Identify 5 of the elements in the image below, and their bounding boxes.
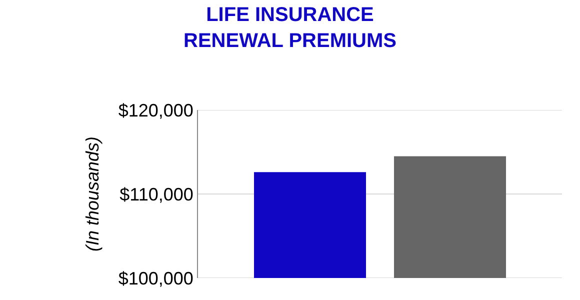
y-tick-label: $120,000 — [118, 100, 194, 120]
y-tick-label: $100,000 — [118, 268, 194, 288]
chart-title: LIFE INSURANCE RENEWAL PREMIUMS — [184, 4, 396, 52]
y-axis-title: (In thousands) — [82, 136, 103, 252]
y-tick-label: $110,000 — [120, 184, 194, 204]
